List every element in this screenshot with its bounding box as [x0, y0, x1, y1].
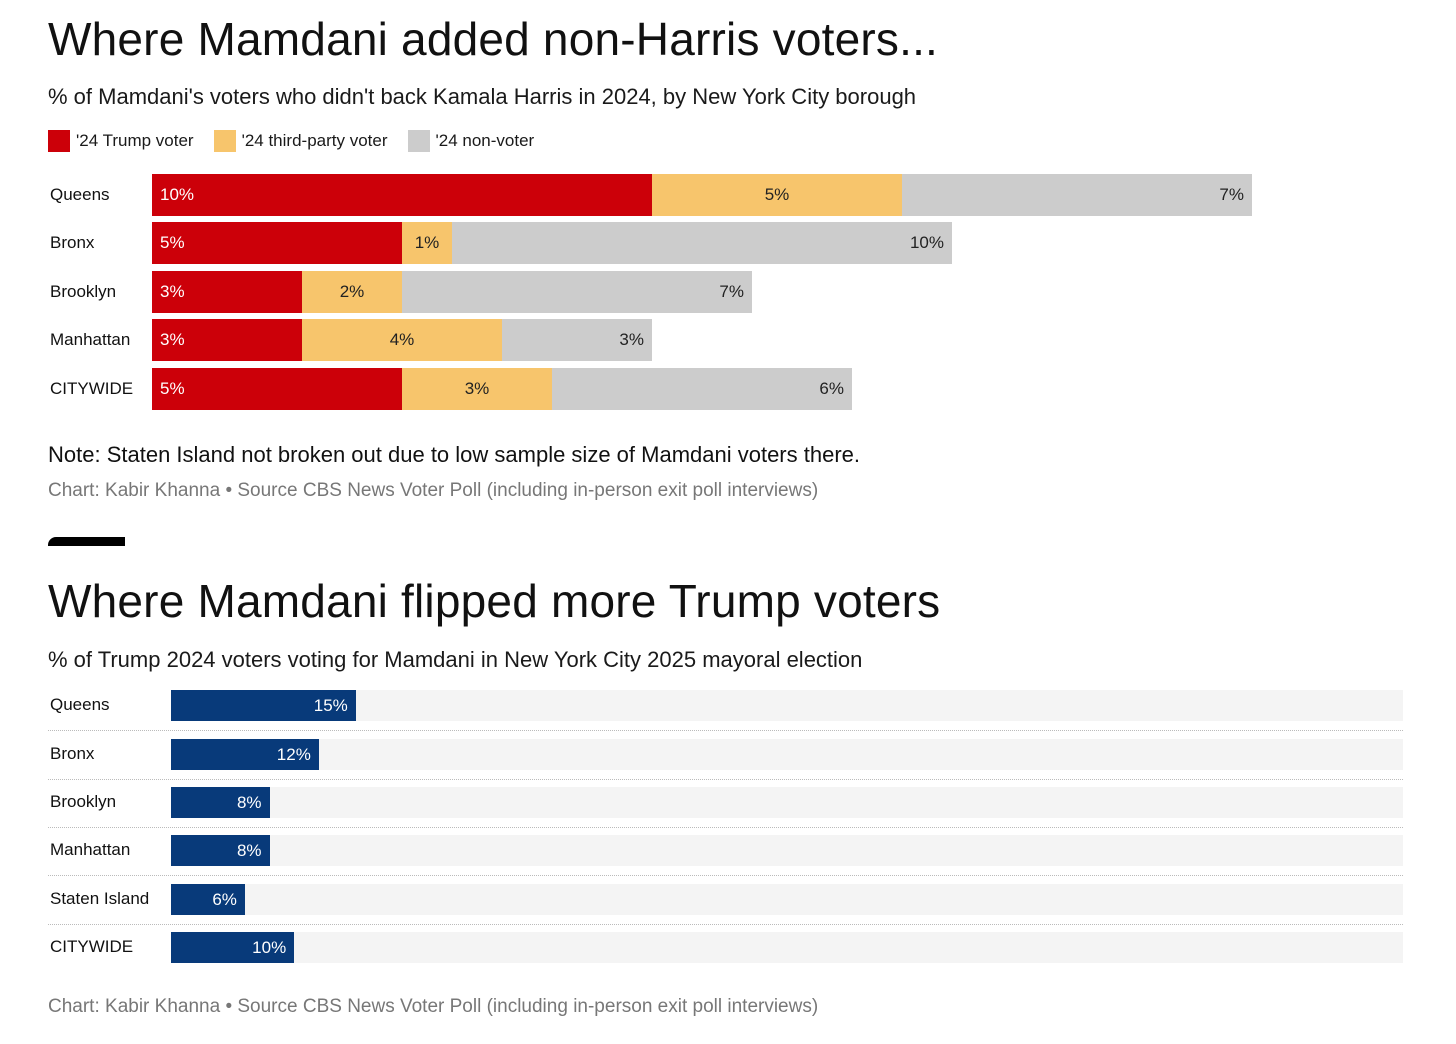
- legend-item-third-party: '24 third-party voter: [213, 130, 388, 152]
- bar: 8%: [171, 835, 270, 866]
- bar: 10%: [171, 932, 295, 963]
- row-label: Bronx: [50, 744, 95, 763]
- chart-1-note: Note: Staten Island not broken out due t…: [48, 442, 861, 467]
- bar: 15%: [171, 690, 356, 721]
- bar-segment-non-voter: 6%: [552, 368, 852, 410]
- legend-item-trump: '24 Trump voter: [48, 130, 194, 152]
- row-label: Manhattan: [50, 840, 131, 859]
- bar-segment-trump: 10%: [152, 174, 652, 216]
- section-divider: [48, 537, 125, 546]
- row-divider: [48, 875, 1403, 876]
- legend-swatch: [213, 130, 236, 152]
- row-label: Manhattan: [50, 330, 131, 349]
- bar: 8%: [171, 787, 270, 818]
- row-label: Queens: [50, 695, 110, 714]
- bar-segment-third-party: 5%: [652, 174, 902, 216]
- chart-2-title: Where Mamdani flipped more Trump voters: [48, 575, 941, 627]
- chart-1-subtitle: % of Mamdani's voters who didn't back Ka…: [48, 84, 917, 109]
- row-label: Brooklyn: [50, 282, 117, 301]
- bar: 6%: [171, 884, 245, 915]
- bar-track: [171, 932, 1403, 963]
- legend-label: '24 third-party voter: [241, 131, 388, 150]
- row-divider: [48, 827, 1403, 828]
- bar-track: [171, 884, 1403, 915]
- bar-segment-non-voter: 7%: [402, 271, 752, 313]
- legend-swatch: [48, 130, 70, 152]
- chart-1-credit: Chart: Kabir Khanna • Source CBS News Vo…: [48, 480, 819, 501]
- bar-segment-third-party: 4%: [302, 319, 502, 361]
- legend-label: '24 Trump voter: [76, 131, 194, 150]
- legend-label: '24 non-voter: [435, 131, 535, 150]
- bar-segment-third-party: 3%: [402, 368, 552, 410]
- chart-2-credit: Chart: Kabir Khanna • Source CBS News Vo…: [48, 996, 819, 1017]
- bar-segment-third-party: 2%: [302, 271, 402, 313]
- bar: 12%: [171, 739, 319, 770]
- legend-item-non-voter: '24 non-voter: [407, 130, 535, 152]
- bar-segment-trump: 3%: [152, 319, 302, 361]
- row-label: Brooklyn: [50, 792, 117, 811]
- bar-segment-trump: 3%: [152, 271, 302, 313]
- bar-segment-non-voter: 3%: [502, 319, 652, 361]
- row-divider: [48, 924, 1403, 925]
- bar-track: [171, 690, 1403, 721]
- bar-track: [171, 787, 1403, 818]
- row-divider: [48, 730, 1403, 731]
- bar-track: [171, 739, 1403, 770]
- row-label: CITYWIDE: [50, 937, 134, 956]
- row-label: Queens: [50, 185, 110, 204]
- bar-segment-third-party: 1%: [402, 222, 452, 264]
- legend-swatch: [407, 130, 430, 152]
- bar-segment-trump: 5%: [152, 368, 402, 410]
- chart-2-subtitle: % of Trump 2024 voters voting for Mamdan…: [48, 647, 863, 672]
- legend: '24 Trump voter '24 third-party voter '2…: [48, 130, 554, 152]
- bar-segment-non-voter: 10%: [452, 222, 952, 264]
- row-label: Staten Island: [50, 889, 150, 908]
- row-label: Bronx: [50, 233, 95, 252]
- bar-track: [171, 835, 1403, 866]
- row-divider: [48, 779, 1403, 780]
- row-label: CITYWIDE: [50, 379, 134, 398]
- chart-1-title: Where Mamdani added non-Harris voters...: [48, 13, 939, 65]
- bar-segment-trump: 5%: [152, 222, 402, 264]
- bar-segment-non-voter: 7%: [902, 174, 1252, 216]
